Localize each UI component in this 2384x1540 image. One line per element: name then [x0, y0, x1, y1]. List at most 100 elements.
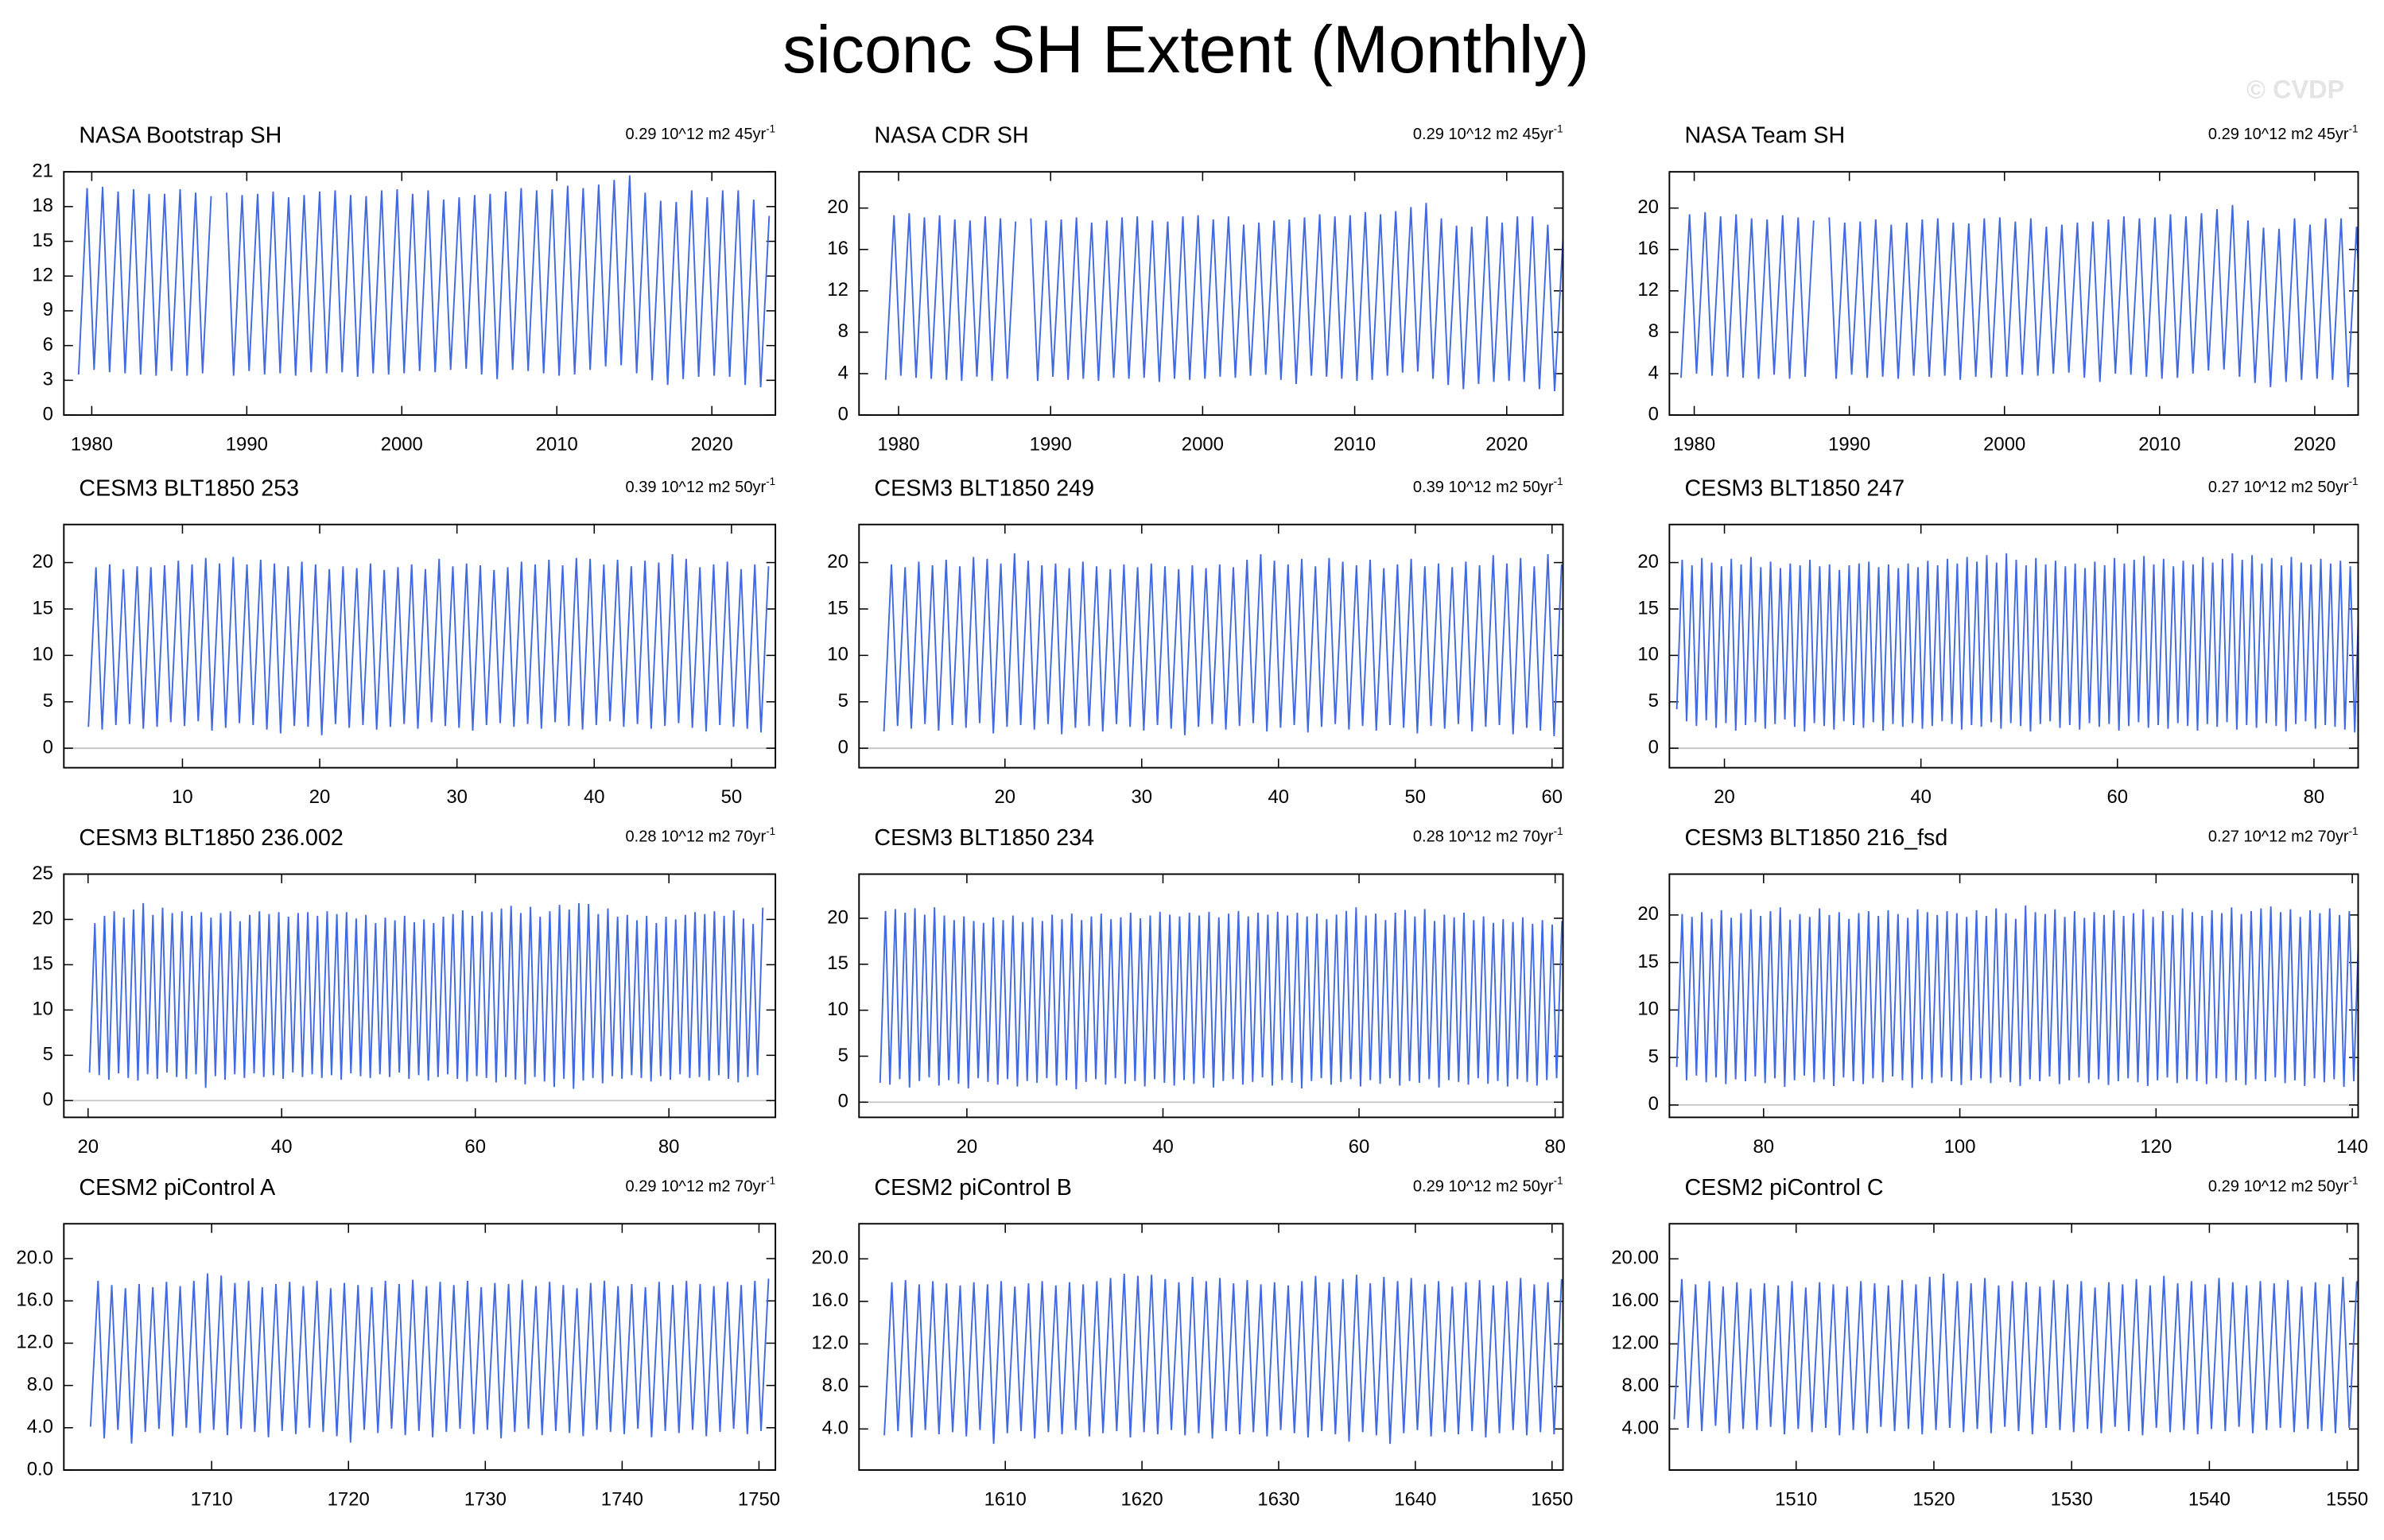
- panel: CESM2 piControl A 0.29 10^12 m2 70yr-1 0.0…: [16, 1174, 780, 1510]
- y-tick-label: 5: [43, 1044, 53, 1065]
- plot-frame: [858, 171, 1564, 417]
- stat-exponent: -1: [2349, 824, 2359, 836]
- y-tick-label: 12: [1637, 279, 1659, 301]
- plot-frame: [63, 171, 777, 417]
- y-tick-label: 20.0: [16, 1247, 52, 1268]
- x-tick-label: 2010: [2138, 434, 2180, 456]
- panel-title: NASA CDR SH: [874, 123, 1028, 149]
- y-tick-label: 10: [1637, 644, 1659, 665]
- y-tick-label: 8: [1648, 320, 1659, 342]
- y-tick-label: 12.0: [811, 1332, 848, 1354]
- y-tick-label: 20: [1637, 903, 1659, 925]
- y-tick-label: 0: [838, 736, 848, 758]
- x-tick-label: 40: [584, 786, 605, 808]
- y-tick-label: 8.0: [27, 1374, 53, 1395]
- x-tick-label: 1980: [71, 434, 113, 456]
- y-tick-label: 16: [827, 238, 848, 259]
- x-tick-label: 2010: [536, 434, 578, 456]
- panel-stat: 0.29 10^12 m2 50yr-1: [2208, 1174, 2359, 1195]
- x-tick-label: 40: [1268, 786, 1289, 808]
- y-tick-label: 20: [32, 551, 53, 572]
- panel: NASA CDR SH 0.29 10^12 m2 45yr-1 0 4 8 12 16 20…: [827, 122, 1564, 456]
- x-tick-label: 40: [271, 1136, 293, 1158]
- y-tick-label: 4: [1648, 362, 1659, 383]
- y-tick-label: 6: [43, 334, 53, 355]
- y-tick-label: 21: [32, 160, 53, 181]
- data-line: [883, 553, 1563, 736]
- y-tick-label: 12.00: [1611, 1332, 1659, 1354]
- x-tick-label: 1610: [984, 1489, 1027, 1511]
- stat-text: 0.29 10^12 m2 45yr: [1413, 126, 1554, 144]
- x-tick-label: 60: [464, 1136, 486, 1158]
- y-tick-label: 10: [827, 999, 848, 1020]
- stat-text: 0.29 10^12 m2 50yr: [2208, 1178, 2349, 1196]
- y-tick-label: 3: [43, 369, 53, 390]
- x-tick-label: 40: [1152, 1136, 1174, 1158]
- y-tick-label: 12.0: [16, 1332, 52, 1353]
- plot-frame: [858, 1223, 1564, 1471]
- panel-stat: 0.39 10^12 m2 50yr-1: [625, 475, 775, 496]
- data-line: [883, 1274, 1563, 1445]
- x-tick-label: 40: [1910, 786, 1932, 808]
- data-line: [77, 175, 771, 388]
- x-tick-label: 1510: [1775, 1489, 1817, 1511]
- y-tick-label: 5: [1648, 1045, 1659, 1067]
- stat-exponent: -1: [766, 122, 775, 134]
- y-tick-label: 9: [43, 299, 53, 320]
- y-tick-label: 20: [1637, 551, 1659, 572]
- panel-stat: 0.28 10^12 m2 70yr-1: [625, 824, 775, 845]
- y-tick-label: 0: [838, 1091, 848, 1112]
- x-tick-label: 140: [2336, 1136, 2368, 1158]
- y-tick-label: 5: [43, 690, 53, 712]
- y-tick-label: 10: [32, 644, 53, 665]
- y-tick-label: 0: [43, 736, 53, 758]
- stat-exponent: -1: [766, 824, 775, 836]
- x-tick-label: 2000: [1182, 434, 1224, 456]
- x-tick-label: 1740: [601, 1489, 643, 1511]
- panel: NASA Bootstrap SH 0.29 10^12 m2 45yr-1 0 3 6…: [32, 122, 777, 456]
- y-tick-label: 20: [827, 551, 848, 572]
- x-tick-label: 20: [957, 1136, 978, 1158]
- y-tick-label: 0: [1648, 403, 1659, 425]
- panel-stat: 0.39 10^12 m2 50yr-1: [1413, 475, 1563, 496]
- x-tick-label: 50: [1404, 786, 1426, 808]
- y-tick-label: 8.00: [1622, 1375, 1659, 1396]
- panel-title: NASA Team SH: [1684, 123, 1845, 149]
- x-tick-label: 30: [446, 786, 468, 808]
- stat-exponent: -1: [1554, 122, 1563, 134]
- data-line: [1675, 905, 2359, 1088]
- x-tick-label: 2020: [1485, 434, 1528, 456]
- x-tick-label: 1730: [464, 1489, 507, 1511]
- x-tick-label: 1990: [1030, 434, 1072, 456]
- x-tick-label: 50: [721, 786, 743, 808]
- y-tick-label: 10: [32, 999, 53, 1020]
- stat-text: 0.28 10^12 m2 70yr: [625, 828, 766, 846]
- x-tick-label: 80: [658, 1136, 680, 1158]
- panel: CESM3 BLT1850 253 0.39 10^12 m2 50yr-1 0 5 1…: [32, 475, 777, 808]
- y-tick-label: 8: [838, 320, 848, 342]
- x-tick-label: 120: [2140, 1136, 2172, 1158]
- stat-exponent: -1: [1554, 1174, 1563, 1186]
- panel: NASA Team SH 0.29 10^12 m2 45yr-1 0 4 8 12 16 2…: [1637, 122, 2359, 456]
- y-tick-label: 15: [32, 597, 53, 619]
- y-tick-label: 16.0: [811, 1290, 848, 1311]
- y-tick-label: 4.0: [27, 1416, 53, 1437]
- stat-exponent: -1: [766, 475, 775, 487]
- panel-title: CESM2 piControl B: [874, 1175, 1071, 1201]
- y-tick-label: 0.0: [27, 1458, 53, 1480]
- y-tick-label: 15: [827, 952, 848, 974]
- stat-text: 0.29 10^12 m2 45yr: [625, 126, 766, 144]
- watermark: © CVDP: [2246, 75, 2344, 103]
- stat-exponent: -1: [2349, 122, 2359, 134]
- plot-frame: [1668, 873, 2359, 1119]
- x-tick-label: 80: [1544, 1136, 1566, 1158]
- plot-frame: [63, 873, 777, 1119]
- y-tick-label: 4.0: [822, 1418, 848, 1439]
- panel-title: CESM2 piControl C: [1684, 1175, 1883, 1201]
- y-tick-label: 16: [1637, 238, 1659, 259]
- plot-frame: [63, 523, 777, 769]
- y-tick-label: 25: [32, 863, 53, 884]
- y-tick-label: 18: [32, 195, 53, 216]
- y-tick-label: 5: [838, 1045, 848, 1066]
